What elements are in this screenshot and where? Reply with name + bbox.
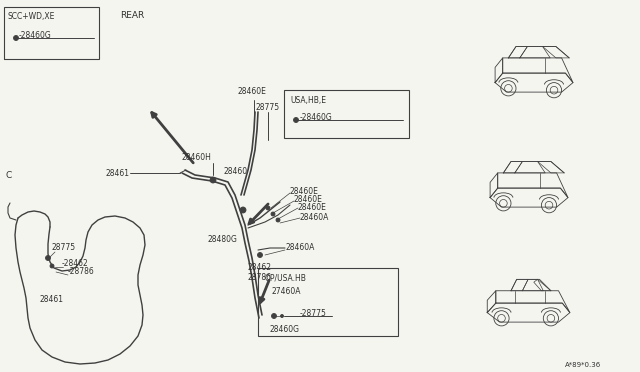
Text: -28462: -28462 (62, 260, 89, 269)
Text: 28460E: 28460E (290, 187, 319, 196)
Text: 28786: 28786 (248, 273, 272, 282)
Text: USA,HB,E: USA,HB,E (290, 96, 326, 105)
Text: 28460: 28460 (224, 167, 248, 176)
Circle shape (240, 207, 246, 213)
Circle shape (45, 256, 51, 260)
Circle shape (266, 206, 270, 210)
Text: -28460G: -28460G (300, 113, 333, 122)
Circle shape (271, 212, 275, 216)
Bar (258, 268, 398, 336)
Text: -28786: -28786 (68, 267, 95, 276)
Text: -28775: -28775 (300, 310, 327, 318)
Circle shape (50, 264, 54, 268)
Circle shape (257, 253, 262, 257)
Circle shape (294, 118, 298, 122)
Text: 28460G: 28460G (270, 326, 300, 334)
Text: 28460E: 28460E (238, 87, 267, 96)
Text: 28460A: 28460A (285, 244, 314, 253)
Text: 27460A: 27460A (272, 288, 301, 296)
Text: 28775: 28775 (255, 103, 279, 112)
Text: 28460A: 28460A (300, 214, 330, 222)
Text: 28461: 28461 (40, 295, 64, 305)
Circle shape (210, 177, 216, 183)
Circle shape (13, 35, 19, 41)
Circle shape (276, 218, 280, 222)
Text: C: C (6, 170, 12, 180)
Text: 28461: 28461 (105, 169, 129, 177)
Text: REAR: REAR (120, 10, 144, 19)
Text: 28480G: 28480G (208, 235, 238, 244)
Circle shape (271, 314, 276, 318)
Text: 28460H: 28460H (182, 154, 212, 163)
Text: SCC+WD,XE: SCC+WD,XE (7, 12, 54, 20)
Bar (4, 7, 99, 59)
Circle shape (280, 314, 284, 317)
Text: 28462: 28462 (248, 263, 272, 273)
Text: 28775: 28775 (52, 244, 76, 253)
Text: A*89*0.36: A*89*0.36 (565, 362, 601, 368)
Text: 28460E: 28460E (298, 203, 327, 212)
Text: -28460G: -28460G (19, 32, 52, 41)
Text: OP/USA.HB: OP/USA.HB (265, 273, 307, 282)
Bar (284, 90, 409, 138)
Text: 28460E: 28460E (294, 196, 323, 205)
